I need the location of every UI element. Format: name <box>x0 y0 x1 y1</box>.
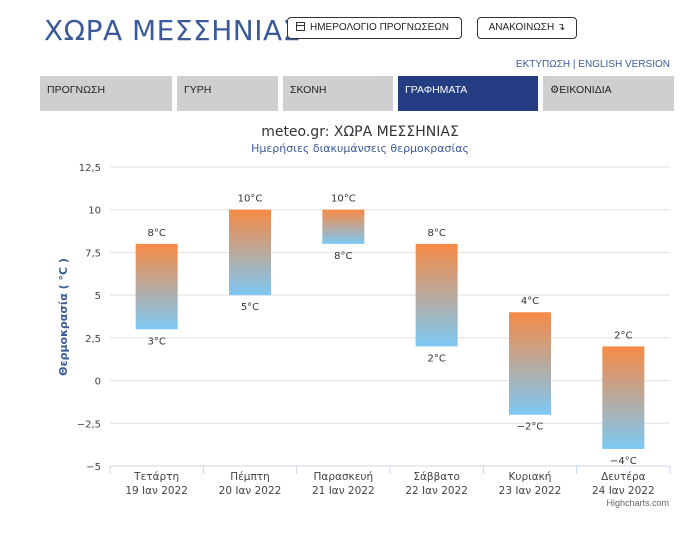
english-version-link[interactable]: ENGLISH VERSION <box>578 59 670 70</box>
x-tick-label-date: 19 Ιαν 2022 <box>125 485 188 497</box>
y-tick-labels: −5 −2,5 0 2,5 5 7,5 10 12,5 <box>77 163 101 473</box>
announcement-label: ΑΝΑΚΟΙΝΩΣΗ ↴ <box>488 22 566 33</box>
high-temp-label: 10°C <box>238 194 263 205</box>
x-tick-label-day: Δευτέρα <box>601 471 646 483</box>
range-bar <box>322 209 365 244</box>
tab-pollen[interactable]: ΓΥΡΗ <box>177 76 278 111</box>
x-tick-label-day: Κυριακή <box>509 471 552 483</box>
x-tick-label-date: 20 Ιαν 2022 <box>219 485 282 497</box>
high-temp-label: 10°C <box>331 194 356 205</box>
y-tick-label: 10 <box>88 206 101 217</box>
tab-charts[interactable]: ΓΡΑΦΗΜΑΤΑ <box>398 76 538 111</box>
low-temp-label: −4°C <box>610 456 637 467</box>
links-separator: | <box>570 59 579 70</box>
range-bar <box>602 346 645 449</box>
x-axis: Τετάρτη 19 Ιαν 2022 Πέμπτη 20 Ιαν 2022 Παρασ… <box>109 465 671 497</box>
high-temp-label: 8°C <box>147 228 165 239</box>
low-temp-label: 2°C <box>427 353 445 364</box>
tab-widgets-label: ΕΙΚΟΝΙΔΙΑ <box>559 84 612 96</box>
y-tick-label: 0 <box>95 377 101 388</box>
forecast-calendar-button[interactable]: ΗΜΕΡΟΛΟΓΙΟ ΠΡΟΓΝΩΣΕΩΝ <box>287 17 462 39</box>
grid-lines <box>110 166 670 467</box>
tab-dust[interactable]: ΣΚΟΝΗ <box>283 76 393 111</box>
temperature-range-chart: meteo.gr: ΧΩΡΑ ΜΕΣΣΗΝΙΑΣ Ημερήσιες διακυ… <box>57 124 671 497</box>
print-link[interactable]: ΕΚΤΥΠΩΣΗ <box>515 59 571 70</box>
tab-forecast-label: ΠΡΟΓΝΩΣΗ <box>47 84 106 96</box>
range-bars <box>135 209 645 449</box>
top-links: ΕΚΤΥΠΩΣΗ | ENGLISH VERSION <box>516 59 670 70</box>
range-bar <box>415 243 458 347</box>
tab-forecast[interactable]: ΠΡΟΓΝΩΣΗ <box>40 76 172 111</box>
forecast-calendar-label: ΗΜΕΡΟΛΟΓΙΟ ΠΡΟΓΝΩΣΕΩΝ <box>310 22 450 33</box>
low-temp-label: 8°C <box>334 251 352 262</box>
low-temp-label: 5°C <box>241 302 259 313</box>
calendar-icon <box>296 22 305 31</box>
tab-widgets[interactable]: ⚙ΕΙΚΟΝΙΔΙΑ <box>543 76 674 111</box>
tab-charts-label: ΓΡΑΦΗΜΑΤΑ <box>405 84 468 96</box>
y-tick-label: 12,5 <box>79 163 101 174</box>
gear-icon: ⚙ <box>550 84 560 96</box>
chart-credits[interactable]: Highcharts.com <box>606 498 669 508</box>
y-tick-label: 2,5 <box>85 334 101 345</box>
y-tick-label: −5 <box>86 462 101 473</box>
high-temp-label: 2°C <box>614 330 632 341</box>
x-tick-label-date: 24 Ιαν 2022 <box>592 485 655 497</box>
range-bar <box>509 312 551 415</box>
low-temp-label: 3°C <box>147 336 165 347</box>
y-tick-label: 5 <box>95 291 101 302</box>
tab-dust-label: ΣΚΟΝΗ <box>290 84 327 96</box>
data-labels: 8°C 3°C 10°C 5°C 10°C 8°C 8°C 2°C 4°C −2°C 2°C −4°C <box>147 194 636 467</box>
x-tick-label-date: 23 Ιαν 2022 <box>499 485 562 497</box>
y-tick-label: 7,5 <box>85 248 101 259</box>
range-bar <box>229 209 271 296</box>
x-tick-label-date: 21 Ιαν 2022 <box>312 485 375 497</box>
x-tick-label-day: Πέμπτη <box>230 471 270 483</box>
high-temp-label: 4°C <box>521 296 539 307</box>
x-tick-label-day: Τετάρτη <box>133 471 179 483</box>
chart-subtitle: Ημερήσιες διακυμάνσεις θερμοκρασίας <box>251 142 469 155</box>
x-tick-label-date: 22 Ιαν 2022 <box>405 485 468 497</box>
low-temp-label: −2°C <box>517 422 544 433</box>
announcement-button[interactable]: ΑΝΑΚΟΙΝΩΣΗ ↴ <box>477 17 577 39</box>
page-title: ΧΩΡΑ ΜΕΣΣΗΝΙΑΣ <box>44 14 301 47</box>
x-tick-label-day: Σάββατο <box>413 471 460 483</box>
chart-title: meteo.gr: ΧΩΡΑ ΜΕΣΣΗΝΙΑΣ <box>261 124 459 140</box>
y-tick-label: −2,5 <box>77 419 101 430</box>
x-tick-label-day: Παρασκευή <box>314 471 374 483</box>
y-axis-label: Θερμοκρασία ( °C ) <box>57 258 70 376</box>
range-bar <box>135 243 178 330</box>
tab-pollen-label: ΓΥΡΗ <box>184 84 212 96</box>
high-temp-label: 8°C <box>427 228 445 239</box>
